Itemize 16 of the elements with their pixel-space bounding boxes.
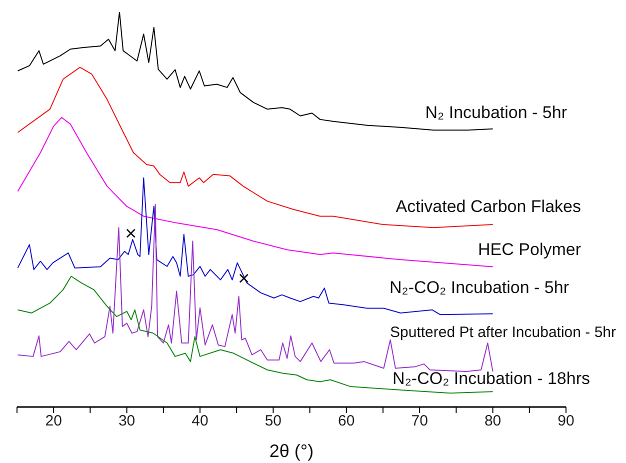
x-tick-label: 30 <box>118 412 136 430</box>
x-tick-label: 40 <box>192 412 208 430</box>
x-tick-label: 50 <box>264 412 282 430</box>
x-axis-title: 2θ (°) <box>269 441 314 461</box>
series-label: Sputtered Pt after Incubation - 5hr <box>390 324 616 342</box>
x-tick-label: 80 <box>484 412 502 430</box>
x-tick-label: 60 <box>338 412 355 430</box>
series-label: Activated Carbon Flakes <box>396 196 581 218</box>
annotation: × <box>125 223 137 245</box>
series-label: HEC Polymer <box>478 240 581 260</box>
x-tick-label: 20 <box>45 412 62 430</box>
series-label: N₂ Incubation - 5hr <box>425 102 567 124</box>
x-tick-label: 90 <box>558 412 574 430</box>
series-label: N₂-CO₂ Incubation - 18hrs <box>392 368 590 390</box>
series-label: N₂-CO₂ Incubation - 5hr <box>390 278 569 298</box>
x-tick-label: 70 <box>411 412 428 430</box>
